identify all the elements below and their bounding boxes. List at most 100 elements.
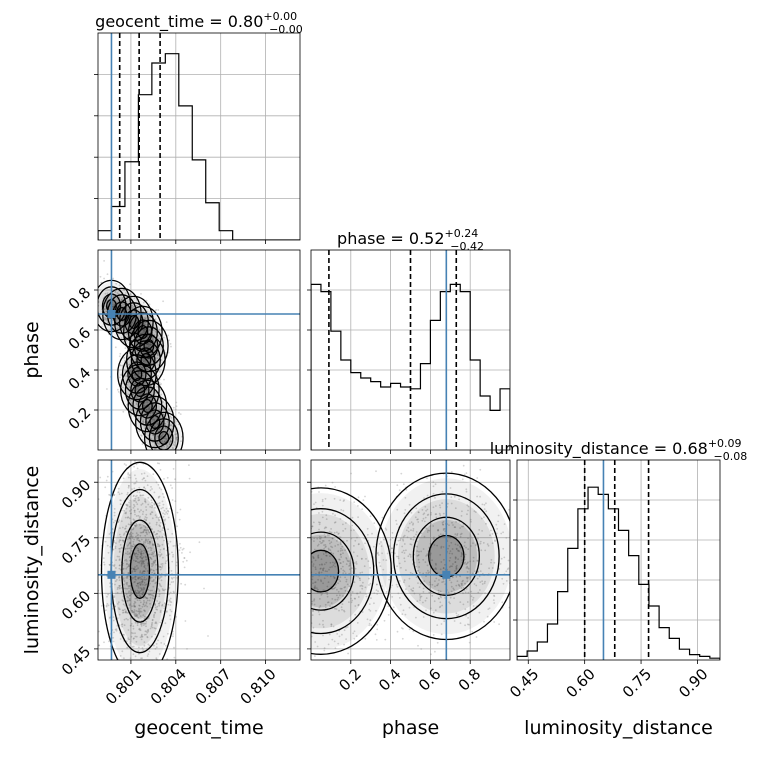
- sample-point: [153, 425, 156, 427]
- sample-point: [483, 508, 486, 510]
- sample-point: [417, 558, 420, 561]
- sample-point: [145, 531, 148, 534]
- sample-point: [139, 636, 142, 639]
- sample-point: [151, 455, 153, 457]
- sample-point: [159, 473, 161, 475]
- sample-point: [338, 635, 341, 638]
- sample-point: [291, 616, 293, 618]
- sample-point: [501, 577, 504, 580]
- sample-point: [125, 339, 128, 342]
- sample-point: [125, 512, 127, 515]
- sample-point: [147, 643, 150, 646]
- panel-title-luminosity_distance: luminosity_distance = 0.68+0.09 −0.08: [490, 437, 748, 463]
- sample-point: [128, 594, 131, 597]
- sample-point: [438, 579, 440, 581]
- sample-point: [429, 583, 432, 586]
- sample-point: [327, 547, 330, 550]
- sample-point: [137, 536, 140, 539]
- sample-point: [261, 517, 263, 519]
- sample-point: [287, 486, 289, 488]
- sample-point: [337, 550, 340, 553]
- sample-point: [118, 613, 121, 616]
- sample-point: [308, 561, 310, 563]
- sample-point: [293, 556, 295, 558]
- sample-point: [469, 560, 471, 563]
- sample-point: [141, 593, 144, 596]
- sample-point: [134, 575, 137, 578]
- sample-point: [174, 500, 177, 503]
- sample-point: [119, 544, 122, 546]
- sample-point: [144, 540, 147, 542]
- sample-point: [354, 613, 357, 616]
- sample-point: [84, 584, 86, 586]
- sample-point: [143, 560, 146, 562]
- sample-point: [127, 585, 130, 587]
- sample-point: [426, 553, 429, 555]
- sample-point: [152, 543, 155, 546]
- sample-point: [499, 563, 502, 565]
- sample-point: [103, 308, 106, 310]
- sample-point: [137, 549, 140, 552]
- sample-point: [151, 418, 154, 421]
- sample-point: [463, 562, 466, 565]
- sample-point: [360, 584, 363, 587]
- sample-point: [120, 299, 123, 302]
- sample-point: [398, 562, 401, 565]
- sample-point: [169, 484, 172, 487]
- sample-point: [127, 485, 130, 487]
- sample-point: [142, 688, 144, 690]
- sample-point: [450, 581, 453, 584]
- sample-point: [459, 535, 462, 538]
- sample-point: [145, 596, 148, 599]
- sample-point: [429, 525, 432, 527]
- sample-point: [145, 299, 148, 302]
- sample-point: [456, 544, 459, 546]
- sample-point: [113, 494, 115, 496]
- sample-point: [132, 518, 135, 521]
- sample-point: [309, 570, 311, 572]
- sample-point: [443, 558, 445, 561]
- sample-point: [165, 437, 168, 440]
- x-tick-label: 0.60: [562, 665, 598, 701]
- sample-point: [493, 602, 496, 604]
- sample-point: [162, 493, 164, 495]
- sample-point: [354, 567, 357, 570]
- sample-point: [149, 546, 152, 549]
- sample-point: [163, 533, 166, 535]
- sample-point: [372, 545, 375, 548]
- sample-point: [296, 569, 298, 571]
- sample-point: [476, 577, 479, 580]
- sample-point: [158, 653, 161, 655]
- sample-point: [164, 513, 166, 515]
- sample-point: [175, 401, 178, 404]
- sample-point: [148, 406, 151, 409]
- sample-point: [165, 446, 168, 449]
- sample-point: [132, 568, 135, 570]
- sample-point: [154, 712, 156, 714]
- sample-point: [417, 569, 419, 572]
- sample-point: [128, 552, 131, 554]
- sample-point: [295, 606, 297, 608]
- sample-point: [113, 493, 116, 496]
- sample-point: [142, 624, 145, 626]
- sample-point: [466, 562, 469, 565]
- sample-point: [171, 499, 174, 501]
- sample-point: [124, 608, 126, 611]
- sample-point: [278, 609, 280, 611]
- sample-point: [136, 624, 139, 627]
- sample-point: [147, 547, 150, 549]
- sample-point: [403, 557, 406, 560]
- sample-point: [492, 599, 495, 601]
- sample-point: [477, 591, 480, 594]
- sample-point: [419, 595, 422, 598]
- sample-point: [164, 518, 167, 521]
- sample-point: [364, 495, 366, 498]
- sample-point: [337, 590, 340, 593]
- sample-point: [321, 540, 324, 542]
- sample-point: [347, 560, 350, 563]
- sample-point: [302, 601, 304, 603]
- sample-point: [329, 561, 332, 564]
- sample-point: [130, 567, 133, 570]
- sample-point: [163, 519, 166, 522]
- sample-point: [129, 370, 132, 373]
